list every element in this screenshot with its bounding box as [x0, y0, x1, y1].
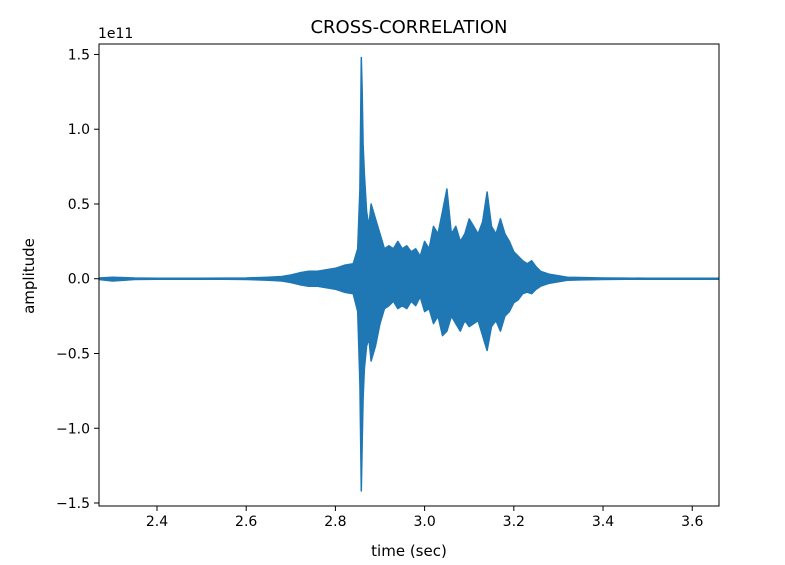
x-tick-label: 3.2	[503, 514, 525, 530]
plot-frame	[98, 43, 720, 507]
y-tick-label: 0.0	[68, 272, 90, 288]
chart-title: CROSS-CORRELATION	[310, 17, 507, 38]
x-tick-label: 3.0	[413, 514, 435, 530]
y-tick-label: −1.5	[56, 496, 90, 512]
series-group	[99, 56, 719, 492]
y-tick-label: 0.5	[68, 197, 90, 213]
series-line-cross-correlation	[99, 56, 719, 492]
x-tick-label: 3.4	[592, 514, 614, 530]
y-offset-label: 1e11	[98, 26, 133, 42]
x-tick-label: 2.4	[146, 514, 168, 530]
y-tick-label: −0.5	[56, 346, 90, 362]
y-tick-label: 1.5	[68, 47, 90, 63]
y-axis-label: amplitude	[20, 238, 38, 314]
x-tick-label: 3.6	[681, 514, 703, 530]
x-axis-label: time (sec)	[371, 542, 447, 560]
plot-area: 2.4 2.6 2.8 3.0 3.2 3.4 3.6 −1.5 −1.0 −0.5 0.0 0.5 1…	[56, 43, 720, 530]
y-tick-label: −1.0	[56, 421, 90, 437]
y-tick-label: 1.0	[68, 122, 90, 138]
x-tick-label: 2.8	[324, 514, 346, 530]
x-tick-label: 2.6	[235, 514, 257, 530]
